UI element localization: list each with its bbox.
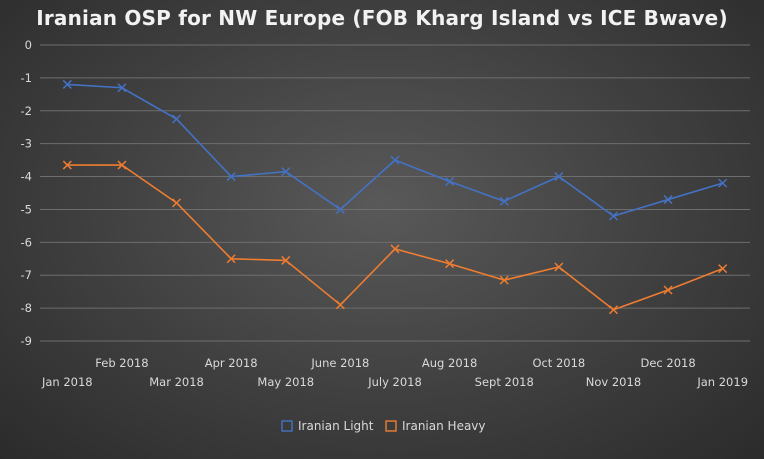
data-point-stroke [499, 275, 509, 285]
data-point [663, 195, 673, 205]
x-tick-label: Mar 2018 [149, 375, 204, 389]
data-point-stroke [172, 198, 182, 208]
series-line [67, 83, 723, 217]
data-point-stroke [663, 195, 673, 205]
data-point [499, 196, 509, 206]
y-tick-label: -4 [21, 170, 32, 184]
data-point-stroke [554, 172, 564, 182]
data-point [390, 244, 400, 254]
y-tick-label: 0 [25, 38, 32, 52]
data-point [281, 255, 291, 265]
data-point-stroke [390, 244, 400, 254]
series-0 [62, 79, 728, 221]
x-tick-label: Dec 2018 [640, 356, 695, 370]
data-point [663, 285, 673, 295]
x-tick-label: July 2018 [367, 375, 422, 389]
data-point-stroke [608, 305, 618, 315]
data-point-stroke [608, 211, 618, 221]
data-point-stroke [62, 160, 72, 170]
data-point-stroke [117, 83, 127, 93]
data-point [335, 204, 345, 214]
data-point [718, 264, 728, 274]
x-tick-label: Jan 2019 [696, 375, 748, 389]
y-tick-label: -2 [21, 104, 32, 118]
data-point [281, 167, 291, 177]
data-point-stroke [499, 196, 509, 206]
legend-swatch [281, 420, 293, 432]
data-point-stroke [226, 172, 236, 182]
data-point-stroke [335, 204, 345, 214]
data-point-stroke [281, 255, 291, 265]
series-line [67, 164, 723, 311]
y-tick-label: -9 [21, 334, 32, 348]
data-point-stroke [445, 176, 455, 187]
y-tick-label: -1 [21, 71, 32, 85]
x-tick-label: Aug 2018 [422, 356, 477, 370]
y-tick-label: -8 [21, 301, 32, 315]
data-point-stroke [445, 259, 455, 269]
data-point-stroke [281, 167, 291, 177]
data-point [718, 178, 728, 188]
data-point [390, 155, 400, 165]
x-tick-label: June 2018 [310, 356, 369, 370]
y-tick-label: -3 [21, 137, 32, 151]
x-tick-label: Nov 2018 [586, 375, 641, 389]
data-point [117, 160, 127, 170]
data-point-stroke [718, 264, 728, 274]
data-point-stroke [390, 155, 400, 165]
legend-label: Iranian Heavy [402, 419, 486, 433]
x-tick-label: Apr 2018 [205, 356, 258, 370]
data-point [226, 254, 236, 264]
data-point [117, 83, 127, 93]
data-point [608, 305, 618, 315]
x-tick-label: Feb 2018 [95, 356, 148, 370]
y-tick-label: -6 [21, 235, 32, 249]
data-point [608, 211, 618, 221]
legend-item: Iranian Heavy [385, 419, 486, 433]
x-tick-label: Sept 2018 [475, 375, 534, 389]
series-1 [62, 160, 728, 315]
data-point-stroke [335, 300, 345, 310]
legend-label: Iranian Light [298, 419, 374, 433]
data-point [172, 198, 182, 208]
data-point [445, 176, 455, 187]
x-tick-label: Jan 2018 [41, 375, 93, 389]
y-tick-label: -5 [21, 202, 32, 216]
data-point-stroke [172, 114, 182, 124]
data-point-stroke [554, 262, 564, 272]
legend-item: Iranian Light [281, 419, 374, 433]
data-point [445, 259, 455, 269]
data-point [499, 275, 509, 285]
chart-title: Iranian OSP for NW Europe (FOB Kharg Isl… [36, 6, 728, 30]
data-point [554, 262, 564, 272]
data-point-stroke [718, 178, 728, 188]
y-axis-ticks: 0 -1 -2 -3 -4 -5 -6 -7 -8 -9 [21, 38, 32, 348]
data-point [62, 79, 72, 89]
data-point-stroke [62, 79, 72, 89]
data-point [62, 160, 72, 170]
data-point [554, 172, 564, 182]
series-layer [62, 79, 728, 315]
gridlines [40, 44, 750, 342]
x-tick-label: May 2018 [257, 375, 314, 389]
data-point [335, 300, 345, 310]
x-tick-label: Oct 2018 [532, 356, 585, 370]
data-point-stroke [117, 160, 127, 170]
legend-swatch [385, 420, 397, 432]
y-tick-label: -7 [21, 268, 32, 282]
data-point-stroke [226, 254, 236, 264]
data-point-stroke [663, 285, 673, 295]
legend: Iranian Light Iranian Heavy [281, 419, 486, 433]
data-point [226, 172, 236, 182]
data-point [172, 114, 182, 124]
